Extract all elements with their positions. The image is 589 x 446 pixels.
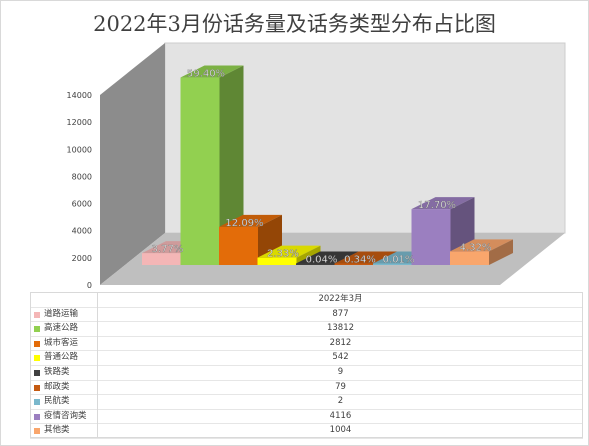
bar-front (257, 257, 297, 265)
category-label: 高速公路 (44, 323, 79, 334)
row-value: 9 (337, 367, 344, 377)
data-table-header: 2022年3月 (30, 292, 583, 308)
bar-side (219, 65, 244, 266)
data-table-row: 邮政类 79 (30, 379, 583, 396)
row-value: 2812 (329, 337, 352, 348)
row-value: 13812 (326, 323, 355, 334)
category-label: 城市客运 (44, 337, 79, 348)
y-tick-label: 6000 (72, 200, 92, 209)
data-table-row: 疫情咨询类 4116 (30, 408, 583, 425)
bar-front (180, 77, 220, 266)
data-table-row: 道路运输 877 (30, 306, 583, 323)
side-wall (100, 43, 165, 285)
category-label: 邮政类 (44, 381, 70, 392)
data-label: 0.01% (383, 255, 415, 266)
legend-swatch (34, 413, 40, 420)
legend-swatch (34, 326, 40, 333)
bar-top (296, 251, 359, 264)
bar-top (411, 197, 475, 210)
bar-side (296, 245, 321, 265)
legend-swatch (34, 355, 40, 362)
bar-front (142, 253, 181, 265)
chart-title: 2022年3月份话务量及话务类型分布占比图 (93, 12, 496, 36)
bar-top (219, 214, 282, 227)
data-table-row: 高速公路 13812 (30, 321, 583, 337)
category-label: 疫情咨询类 (44, 410, 87, 421)
legend-swatch (34, 311, 40, 318)
category-label: 铁路类 (44, 367, 70, 377)
category-label: 普通公路 (44, 352, 79, 363)
row-value: 2 (337, 396, 344, 407)
legend-swatch (34, 340, 40, 347)
bar-front (373, 263, 412, 265)
row-category: 疫情咨询类 (30, 408, 98, 424)
row-value: 877 (332, 308, 349, 319)
row-category: 邮政类 (30, 379, 98, 395)
row-category: 城市客运 (30, 335, 98, 351)
row-value: 1004 (329, 425, 352, 436)
row-value: 542 (332, 352, 349, 363)
y-tick-label: 8000 (72, 172, 92, 181)
series-name: 2022年3月 (318, 294, 363, 304)
data-table-row: 其他类 1004 (30, 423, 583, 439)
legend-swatch (34, 399, 40, 406)
y-tick-label: 0 (87, 281, 92, 290)
data-table-row: 普通公路 542 (30, 350, 583, 366)
legend-swatch (34, 428, 40, 435)
bar-top (450, 239, 513, 252)
y-tick-label: 12000 (67, 118, 92, 127)
row-category: 铁路类 (30, 365, 98, 380)
row-category: 普通公路 (30, 350, 98, 365)
bar-top (334, 251, 398, 264)
legend-swatch (34, 370, 40, 376)
bar-top (180, 65, 244, 78)
y-tick-label: 14000 (67, 91, 92, 100)
data-label: 0.34% (344, 255, 376, 266)
bar-front (411, 209, 451, 265)
bar-top (257, 245, 321, 258)
data-table: 2022年3月 道路运输 877 高速公路 13812 城市客运 2812 普通公路 542 铁… (30, 292, 583, 439)
bar-front (219, 226, 258, 265)
row-value: 79 (335, 381, 346, 392)
data-label: 4.32% (460, 242, 492, 253)
bar-front (334, 263, 374, 265)
bar-2 (180, 65, 244, 266)
data-label: 12.09% (225, 218, 263, 229)
data-table-row: 民航类 2 (30, 394, 583, 410)
y-tick-label: 4000 (72, 227, 92, 236)
bar-9 (450, 239, 513, 265)
row-value: 4116 (329, 410, 352, 421)
data-label: 59.40% (187, 69, 225, 80)
bar-4 (257, 245, 321, 265)
chart-plot: 0 2000 4000 6000 8000 10000 12000 14000 3.77% 59… (67, 42, 566, 290)
row-category: 高速公路 (30, 321, 98, 336)
y-tick-label: 2000 (72, 254, 92, 263)
data-table-row: 城市客运 2812 (30, 335, 583, 352)
legend-swatch (34, 384, 40, 391)
bar-side (489, 239, 513, 265)
data-table-row: 铁路类 9 (30, 365, 583, 381)
bar-front (450, 251, 489, 265)
data-label: 3.77% (152, 244, 184, 255)
row-category: 道路运输 (30, 306, 98, 322)
row-category: 其他类 (30, 423, 98, 438)
data-label: 2.33% (267, 249, 299, 260)
data-label: 0.04% (306, 255, 338, 266)
category-label: 民航类 (44, 396, 70, 407)
row-category: 民航类 (30, 394, 98, 409)
data-label: 17.70% (418, 200, 456, 211)
category-label: 道路运输 (44, 308, 79, 319)
y-tick-label: 10000 (67, 145, 92, 154)
bar-front (296, 263, 335, 265)
category-label: 其他类 (44, 425, 70, 436)
